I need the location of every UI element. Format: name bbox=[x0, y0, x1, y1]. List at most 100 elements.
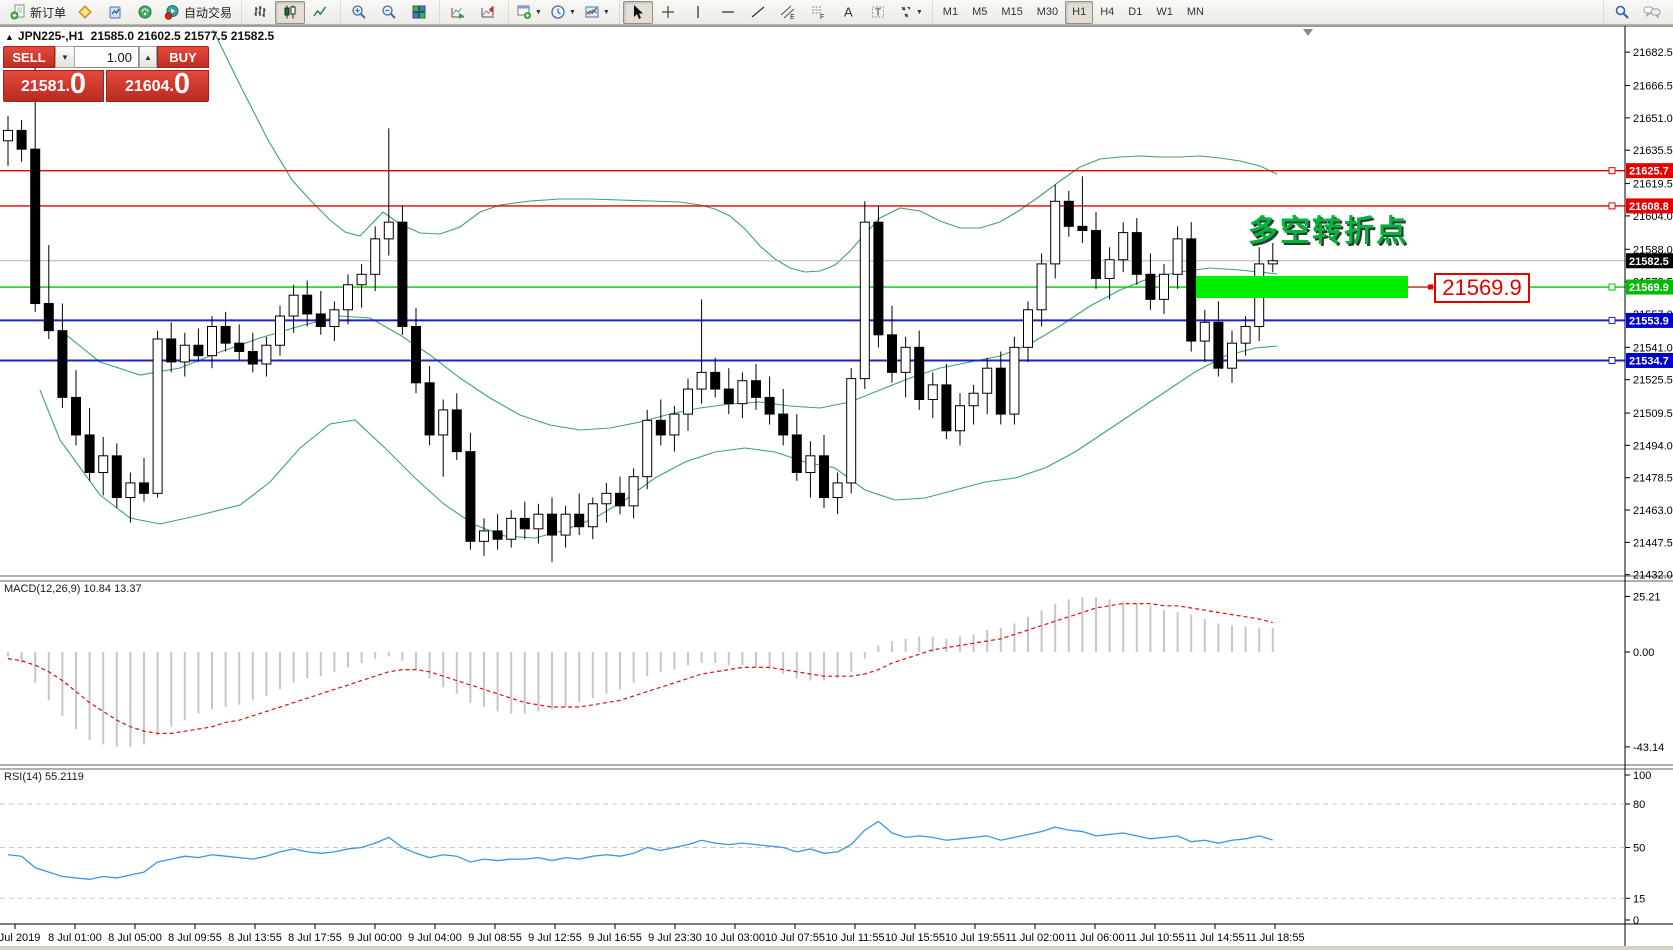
candle-body bbox=[1036, 263, 1047, 311]
metaeditor-button[interactable] bbox=[70, 1, 100, 24]
candle-body bbox=[791, 434, 802, 473]
candle-body bbox=[995, 367, 1006, 415]
sell-button[interactable]: SELL bbox=[3, 46, 55, 68]
annotation-text[interactable]: 多空转折点 bbox=[1248, 215, 1408, 248]
candle-body bbox=[1104, 259, 1115, 279]
price-badge bbox=[1626, 279, 1673, 295]
volume-increase-button[interactable]: ▲ bbox=[139, 46, 157, 68]
candle-body bbox=[805, 455, 816, 473]
candle-body bbox=[43, 303, 54, 332]
volume-input[interactable] bbox=[75, 46, 139, 68]
arrows-button[interactable]: ▼ bbox=[893, 1, 927, 24]
text-label-button[interactable]: T bbox=[863, 1, 893, 24]
buy-button[interactable]: BUY bbox=[157, 46, 209, 68]
text-button[interactable]: A bbox=[833, 1, 863, 24]
hline-handle[interactable] bbox=[1608, 316, 1616, 324]
time-tick-label: 8 Jul 05:00 bbox=[108, 932, 162, 944]
line-chart-button[interactable] bbox=[305, 1, 335, 24]
candle-body bbox=[533, 513, 544, 530]
candle-body bbox=[587, 503, 598, 528]
search-button[interactable] bbox=[1607, 1, 1637, 24]
volume-decrease-button[interactable]: ▼ bbox=[55, 46, 75, 68]
new-chart-button[interactable]: ▼ bbox=[512, 1, 546, 24]
candle-body bbox=[655, 419, 666, 436]
candle-body bbox=[982, 367, 993, 394]
collapse-arrow-icon[interactable]: ▲ bbox=[5, 32, 14, 42]
market-watch-button[interactable] bbox=[130, 1, 160, 24]
autotrading-icon bbox=[164, 4, 180, 20]
time-tick-label: 9 Jul 08:55 bbox=[468, 932, 522, 944]
autotrading-button[interactable]: 自动交易 bbox=[160, 1, 236, 24]
sell-price-display[interactable]: 21581. 0 bbox=[3, 70, 104, 102]
candle-body bbox=[1240, 325, 1251, 344]
equidistant-channel-button[interactable]: E bbox=[773, 1, 803, 24]
object-hlines[interactable] bbox=[0, 167, 1625, 364]
price-axis[interactable]: 21682.5 21666.5 21651.0 21635.5 21619.5 21604… bbox=[1625, 47, 1673, 582]
chat-button[interactable] bbox=[1637, 1, 1667, 24]
cursor-icon bbox=[630, 4, 646, 20]
timeframe-button-m15[interactable]: M15 bbox=[1001, 6, 1023, 18]
drawn-objects[interactable] bbox=[1196, 29, 1434, 298]
tile-windows-button[interactable] bbox=[404, 1, 434, 24]
trendline-button[interactable] bbox=[743, 1, 773, 24]
chart-shift-marker[interactable] bbox=[1303, 29, 1313, 36]
market-depth-button[interactable] bbox=[100, 1, 130, 24]
equidistant-channel-icon: E bbox=[780, 4, 796, 20]
candle-body bbox=[560, 513, 571, 536]
auto-scroll-button[interactable] bbox=[443, 1, 473, 24]
zoom-in-button[interactable] bbox=[344, 1, 374, 24]
horizontal-line-button[interactable] bbox=[713, 1, 743, 24]
chart-shift-button[interactable] bbox=[473, 1, 503, 24]
macd-axis-label: 25.21 bbox=[1633, 592, 1661, 604]
price-tick-label: 21651.0 bbox=[1633, 113, 1673, 125]
candle-body bbox=[71, 396, 81, 436]
candlestick-chart-button[interactable] bbox=[275, 0, 306, 24]
timeframe-button-h1[interactable]: H1 bbox=[1065, 0, 1094, 24]
cursor-button[interactable] bbox=[622, 0, 653, 24]
clock-icon bbox=[550, 4, 566, 20]
price-callout-box[interactable]: 21569.9 bbox=[1434, 273, 1530, 303]
price-badge-label: 21534.7 bbox=[1629, 355, 1669, 367]
hline-handle[interactable] bbox=[1608, 202, 1616, 210]
candle-body bbox=[1172, 238, 1183, 275]
candle-body bbox=[397, 221, 408, 327]
timeframe-button-w1[interactable]: W1 bbox=[1156, 6, 1173, 18]
timeframe-button-d1[interactable]: D1 bbox=[1128, 6, 1143, 18]
buy-price-display[interactable]: 21604. 0 bbox=[106, 70, 209, 102]
hline-handle[interactable] bbox=[1608, 283, 1616, 291]
fibonacci-button[interactable]: F bbox=[803, 1, 833, 24]
candle-body bbox=[1009, 346, 1020, 415]
periods-button[interactable]: ▼ bbox=[546, 1, 580, 24]
text-icon: A bbox=[840, 4, 856, 20]
price-badge bbox=[1626, 352, 1673, 368]
macd-values: 10.84 13.37 bbox=[83, 583, 142, 595]
bar-chart-button[interactable] bbox=[245, 1, 275, 24]
timeframe-button-mn[interactable]: MN bbox=[1186, 6, 1204, 18]
timeframe-button-m5[interactable]: M5 bbox=[972, 6, 988, 18]
timeframe-button-h4[interactable]: H4 bbox=[1100, 6, 1115, 18]
toolbar: 新订单 自动交易 bbox=[0, 0, 1673, 25]
candle-body bbox=[125, 482, 136, 499]
fibonacci-icon: F bbox=[810, 4, 826, 20]
time-tick-label: 11 Jul 14:55 bbox=[1185, 932, 1244, 944]
zoom-out-button[interactable] bbox=[374, 1, 404, 24]
candle-body bbox=[519, 517, 530, 530]
svg-text:E: E bbox=[790, 14, 795, 20]
candle-body bbox=[941, 384, 952, 432]
rsi-axis-label: 50 bbox=[1633, 843, 1645, 855]
templates-button[interactable]: ▼ bbox=[580, 1, 614, 24]
crosshair-button[interactable] bbox=[653, 1, 683, 24]
hline-handle[interactable] bbox=[1608, 356, 1616, 364]
time-tick-label: 8 Jul 17:55 bbox=[288, 932, 342, 944]
time-axis[interactable]: 5 Jul 2019 8 Jul 01:00 8 Jul 05:00 8 Jul 09… bbox=[0, 924, 1305, 944]
chevron-down-icon: ▼ bbox=[602, 8, 610, 16]
price-tick-label: 21619.5 bbox=[1633, 179, 1673, 191]
vertical-line-button[interactable] bbox=[683, 1, 713, 24]
line-chart-icon bbox=[312, 4, 328, 20]
highlight-rectangle[interactable] bbox=[1196, 276, 1408, 298]
timeframe-button-m30[interactable]: M30 bbox=[1036, 6, 1059, 18]
timeframe-button-m1[interactable]: M1 bbox=[942, 6, 959, 18]
new-order-button[interactable]: 新订单 bbox=[6, 1, 70, 24]
hline-handle[interactable] bbox=[1608, 167, 1616, 175]
